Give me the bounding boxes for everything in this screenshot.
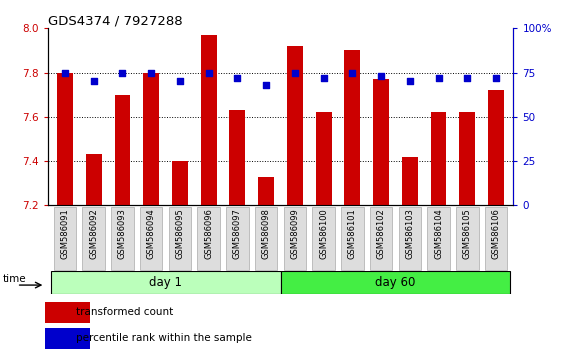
Bar [201, 35, 217, 205]
Point [146, 70, 155, 75]
Text: GSM586098: GSM586098 [261, 208, 270, 259]
Bar [172, 161, 188, 205]
Text: GSM586099: GSM586099 [291, 208, 300, 259]
Point [233, 75, 242, 81]
Text: GSM586097: GSM586097 [233, 208, 242, 259]
Point [491, 75, 500, 81]
Point [118, 70, 127, 75]
Text: GSM586102: GSM586102 [376, 208, 385, 259]
Text: GSM586106: GSM586106 [491, 208, 500, 259]
Bar [229, 110, 245, 205]
Bar [373, 79, 389, 205]
FancyBboxPatch shape [169, 207, 191, 269]
Bar [280, 271, 511, 294]
FancyBboxPatch shape [255, 207, 277, 269]
FancyBboxPatch shape [284, 207, 306, 269]
Point [261, 82, 270, 88]
FancyBboxPatch shape [140, 207, 162, 269]
Text: percentile rank within the sample: percentile rank within the sample [76, 333, 252, 343]
FancyBboxPatch shape [54, 207, 76, 269]
Point [89, 79, 98, 84]
Text: GSM586093: GSM586093 [118, 208, 127, 259]
Bar [488, 90, 504, 205]
FancyBboxPatch shape [399, 207, 421, 269]
Point [406, 79, 415, 84]
Point [176, 79, 185, 84]
Text: GSM586100: GSM586100 [319, 208, 328, 259]
FancyBboxPatch shape [111, 207, 134, 269]
FancyBboxPatch shape [312, 207, 335, 269]
Text: GSM586101: GSM586101 [348, 208, 357, 259]
Bar [316, 113, 332, 205]
Point [204, 70, 213, 75]
Text: GSM586104: GSM586104 [434, 208, 443, 259]
FancyBboxPatch shape [427, 207, 450, 269]
Text: GDS4374 / 7927288: GDS4374 / 7927288 [48, 14, 182, 27]
Text: GSM586096: GSM586096 [204, 208, 213, 259]
Point [61, 70, 70, 75]
Text: day 60: day 60 [375, 276, 416, 289]
Point [434, 75, 443, 81]
Point [319, 75, 328, 81]
Text: transformed count: transformed count [76, 307, 173, 317]
Text: GSM586095: GSM586095 [176, 208, 185, 259]
Text: GSM586091: GSM586091 [61, 208, 70, 259]
FancyBboxPatch shape [197, 207, 220, 269]
Text: GSM586092: GSM586092 [89, 208, 98, 259]
Bar [258, 177, 274, 205]
Point [348, 70, 357, 75]
Bar [86, 154, 102, 205]
FancyBboxPatch shape [370, 207, 392, 269]
Bar [45, 328, 90, 349]
Bar [287, 46, 303, 205]
Bar [57, 73, 73, 205]
Text: time: time [2, 274, 26, 284]
FancyBboxPatch shape [226, 207, 249, 269]
FancyBboxPatch shape [485, 207, 507, 269]
Text: GSM586094: GSM586094 [146, 208, 155, 259]
Point [291, 70, 300, 75]
Point [376, 73, 385, 79]
Bar [431, 113, 447, 205]
FancyBboxPatch shape [341, 207, 364, 269]
Bar [45, 302, 90, 323]
Text: GSM586103: GSM586103 [406, 208, 415, 259]
Bar [143, 73, 159, 205]
Bar [114, 95, 130, 205]
FancyBboxPatch shape [456, 207, 479, 269]
Bar [50, 271, 280, 294]
FancyBboxPatch shape [82, 207, 105, 269]
Bar [459, 113, 475, 205]
Point [463, 75, 472, 81]
Bar [402, 156, 418, 205]
Text: day 1: day 1 [149, 276, 182, 289]
Text: GSM586105: GSM586105 [463, 208, 472, 259]
Bar [344, 50, 360, 205]
